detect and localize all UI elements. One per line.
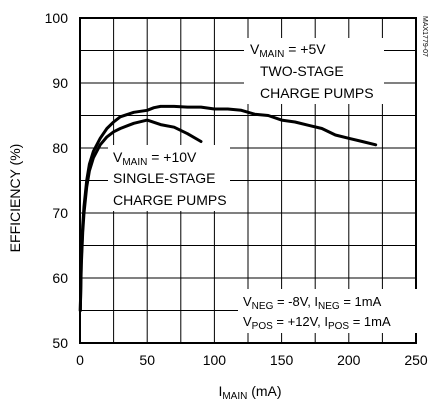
x-tick-label: 100 xyxy=(203,352,227,368)
y-tick-label: 50 xyxy=(52,335,68,351)
annotation-main-10v-line2: SINGLE-STAGE xyxy=(113,170,215,186)
series-layer xyxy=(78,104,378,312)
x-tick-label: 200 xyxy=(337,352,361,368)
annotation-main-5v: VMAIN = +5V TWO-STAGE CHARGE PUMPS xyxy=(244,38,384,104)
y-axis-title: EFFICIENCY (%) xyxy=(7,144,23,253)
annotation-conditions: VNEG = -8V, INEG = 1mA VPOS = +12V, IPOS… xyxy=(238,289,420,333)
annotation-main-10v-line3: CHARGE PUMPS xyxy=(113,192,227,208)
annotation-main-5v-line3: CHARGE PUMPS xyxy=(260,85,374,101)
x-tick-label: 50 xyxy=(139,352,155,368)
y-tick-label: 70 xyxy=(52,205,68,221)
annotation-main-5v-line1: VMAIN = +5V xyxy=(250,41,326,60)
figure-code: MAX1779-07 xyxy=(421,16,428,57)
x-tick-label: 0 xyxy=(76,352,84,368)
annotation-main-10v-line1: VMAIN = +10V xyxy=(113,149,197,168)
series-line-2 xyxy=(78,118,203,312)
y-tick-label: 100 xyxy=(45,10,69,26)
y-tick-label: 80 xyxy=(52,140,68,156)
x-axis-title: IMAIN (mA) xyxy=(218,383,281,402)
annotation-conditions-line2: VPOS = +12V, IPOS = 1mA xyxy=(243,314,391,332)
x-tick-label: 250 xyxy=(404,352,428,368)
series-line-1 xyxy=(78,104,378,312)
y-tick-label: 60 xyxy=(52,270,68,286)
annotation-main-10v: VMAIN = +10V SINGLE-STAGE CHARGE PUMPS xyxy=(108,145,230,211)
plot-frame xyxy=(79,17,417,344)
annotation-main-5v-line2: TWO-STAGE xyxy=(260,63,344,79)
x-tick-labels: 0 50 100 150 200 250 xyxy=(76,352,428,368)
annotation-conditions-line1: VNEG = -8V, INEG = 1mA xyxy=(243,294,382,312)
y-tick-label: 90 xyxy=(52,75,68,91)
y-tick-labels: 50 60 70 80 90 100 xyxy=(45,10,69,351)
x-tick-label: 150 xyxy=(270,352,294,368)
